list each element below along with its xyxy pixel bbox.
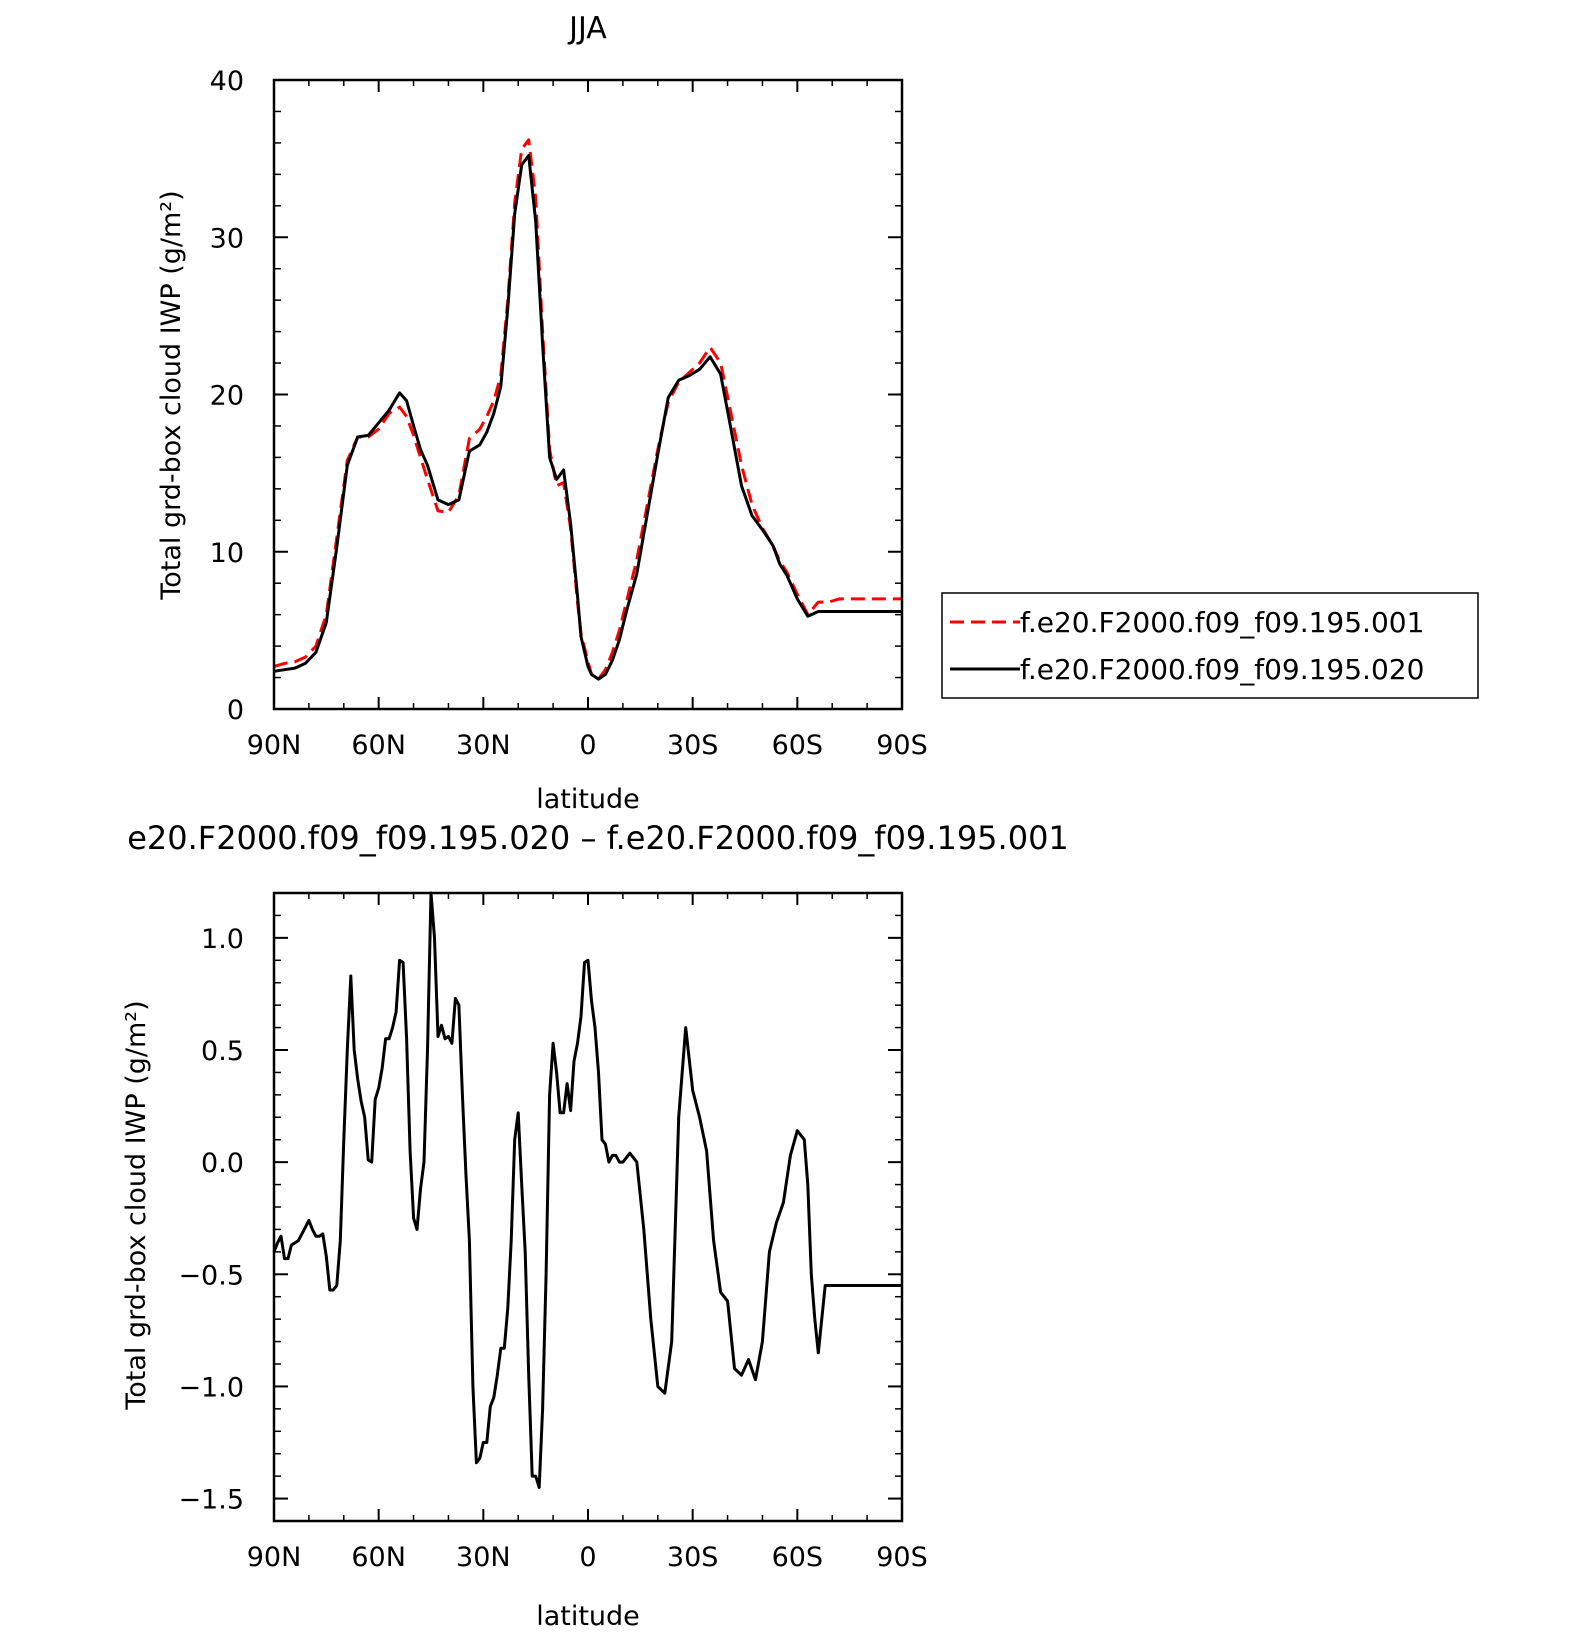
top-chart-xtick-label: 90S	[876, 730, 928, 761]
bottom-chart-ylabel: Total grd-box cloud IWP (g/m²)	[121, 1000, 152, 1410]
bottom-chart-xtick-label: 60S	[772, 1542, 824, 1573]
bottom-chart-xlabel: latitude	[536, 1601, 640, 1632]
top-chart-ytick-label: 20	[210, 381, 244, 412]
bottom-chart-title: e20.F2000.f09_f09.195.020 – f.e20.F2000.…	[127, 819, 1069, 857]
bottom-chart-series-0-line	[272, 891, 902, 1489]
top-chart-xtick-label: 0	[579, 730, 596, 761]
top-chart-ylabel: Total grd-box cloud IWP (g/m²)	[156, 190, 187, 600]
bottom-chart-ytick-label: −1.5	[178, 1485, 244, 1516]
top-chart-series	[273, 138, 902, 681]
top-chart: JJA 90N 60N 30N 0 30S 60S 90S 0 10 20 30 40 latitud…	[156, 11, 1479, 815]
top-chart-frame	[272, 78, 904, 711]
legend: f.e20.F2000.f09_f09.195.001 f.e20.F2000.…	[941, 592, 1479, 699]
bottom-chart-axes: 90N 60N 30N 0 30S 60S 90S −1.5 −1.0 −0.5 0.0 0.5 1.0	[178, 892, 928, 1573]
bottom-chart-xtick-label: 60N	[351, 1542, 406, 1573]
top-chart-xtick-label: 90N	[247, 730, 302, 761]
top-chart-ytick-label: 40	[210, 66, 244, 97]
bottom-chart-xtick-label: 0	[579, 1542, 596, 1573]
top-chart-xtick-label: 30S	[667, 730, 719, 761]
bottom-chart-ytick-label: −0.5	[178, 1260, 244, 1291]
bottom-chart-xtick-label: 30S	[667, 1542, 719, 1573]
bottom-chart-xtick-label: 30N	[456, 1542, 511, 1573]
legend-label-020: f.e20.F2000.f09_f09.195.020	[1020, 653, 1424, 686]
legend-box	[941, 592, 1479, 699]
top-chart-xlabel: latitude	[536, 784, 640, 815]
bottom-chart-ytick-label: 0.0	[201, 1148, 244, 1179]
top-chart-xtick-label: 60N	[351, 730, 406, 761]
bottom-chart-xtick-label: 90S	[876, 1542, 928, 1573]
bottom-chart: e20.F2000.f09_f09.195.020 – f.e20.F2000.…	[121, 819, 1069, 1632]
top-chart-series-0-line	[273, 138, 902, 681]
bottom-chart-xtick-label: 90N	[247, 1542, 302, 1573]
top-chart-axes: 90N 60N 30N 0 30S 60S 90S 0 10 20 30 40	[210, 66, 928, 761]
top-chart-ytick-label: 30	[210, 223, 244, 254]
top-chart-ytick-label: 10	[210, 538, 244, 569]
top-chart-xtick-label: 30N	[456, 730, 511, 761]
top-chart-series-1-line	[273, 154, 902, 681]
bottom-chart-ytick-label: 1.0	[201, 924, 244, 955]
top-chart-ytick-label: 0	[227, 695, 244, 726]
bottom-chart-ytick-label: −1.0	[178, 1372, 244, 1403]
legend-label-001: f.e20.F2000.f09_f09.195.001	[1020, 606, 1424, 639]
top-chart-title: JJA	[567, 11, 607, 46]
bottom-chart-series	[272, 891, 902, 1489]
top-chart-xtick-label: 60S	[772, 730, 824, 761]
bottom-chart-ytick-label: 0.5	[201, 1036, 244, 1067]
bottom-chart-frame	[272, 891, 904, 1523]
